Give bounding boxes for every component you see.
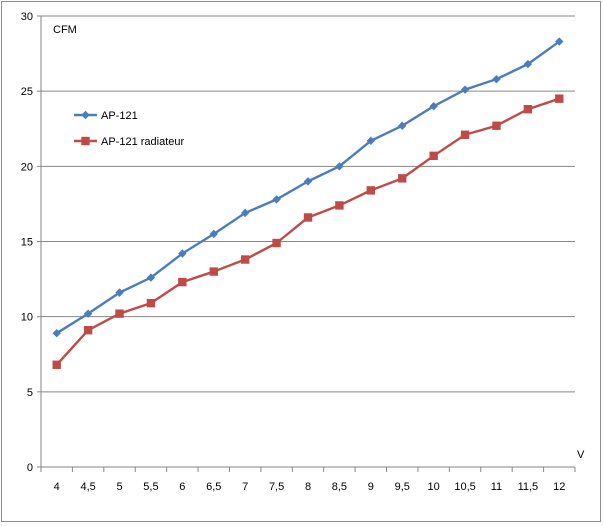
legend-marker [81, 136, 90, 146]
data-point [555, 94, 564, 103]
y-tick-label: 15 [21, 237, 33, 249]
y-tick-label: 0 [27, 462, 33, 474]
data-point [366, 136, 376, 145]
x-tick-label: 10,5 [454, 481, 475, 493]
gridlines [37, 15, 575, 468]
line-chart: 0 5 10 15 20 25 30 4 4,5 5 5,5 6 6,5 7 7,5 8 8,5 9 9,5 10 10… [21, 11, 585, 493]
x-tick-label: 11,5 [518, 481, 539, 493]
x-tick-label: 6 [179, 481, 185, 493]
y-tick-label: 30 [21, 11, 33, 23]
legend: AP-121 AP-121 radiateur [74, 110, 184, 148]
y-tick-label: 5 [27, 387, 33, 399]
series-lines [52, 37, 564, 369]
data-point [178, 249, 187, 258]
y-tick-label: 20 [21, 161, 33, 173]
legend-entry: AP-121 [101, 110, 138, 122]
x-tick-label: 8 [305, 481, 311, 493]
data-point [429, 102, 438, 111]
data-point [555, 37, 564, 46]
series-line-1 [56, 40, 560, 335]
x-tick-label: 9 [368, 481, 374, 493]
data-point [178, 277, 187, 287]
data-point [303, 177, 313, 186]
data-point [492, 121, 501, 130]
data-point [272, 195, 281, 204]
data-point [523, 105, 533, 114]
data-point [209, 267, 218, 276]
data-point [146, 273, 156, 282]
data-point [335, 162, 344, 171]
data-point [335, 201, 344, 210]
data-point [115, 309, 124, 318]
y-axis-label: CFM [53, 24, 77, 36]
data-point [240, 208, 250, 218]
x-tick-label: 5 [116, 481, 122, 493]
data-point [83, 309, 93, 318]
data-point [115, 288, 124, 297]
legend-entry: AP-121 radiateur [101, 136, 184, 148]
x-tick-label: 7 [242, 481, 248, 493]
x-tick-label: 5,5 [143, 481, 158, 493]
data-point [398, 174, 407, 183]
data-point [83, 325, 93, 335]
axes [40, 16, 576, 472]
data-point [303, 213, 313, 222]
x-tick-label: 4,5 [80, 481, 95, 493]
x-tick-label: 9,5 [395, 481, 410, 493]
data-point [523, 59, 533, 69]
data-point [240, 255, 250, 264]
data-point [52, 329, 61, 338]
data-point [52, 360, 61, 369]
x-tick-label: 7,5 [269, 481, 284, 493]
data-point [366, 186, 376, 195]
x-tick-label: 6,5 [206, 481, 221, 493]
x-tick-label: 10 [428, 481, 440, 493]
data-point [492, 74, 501, 84]
data-point [398, 121, 407, 130]
data-point [429, 151, 438, 161]
data-point [460, 130, 470, 139]
legend-marker [81, 110, 90, 120]
x-tick-label: 12 [553, 481, 565, 493]
data-point [460, 85, 470, 94]
data-point [209, 229, 218, 239]
data-point [146, 298, 156, 308]
y-tick-label: 25 [21, 86, 33, 98]
y-tick-label: 10 [21, 312, 33, 324]
x-tick-label: 11 [491, 481, 502, 493]
x-axis-label: V [577, 449, 585, 461]
tick-labels: 0 5 10 15 20 25 30 4 4,5 5 5,5 6 6,5 7 7,5 8 8,5 9 9,5 10 10… [21, 11, 566, 493]
x-tick-label: 8,5 [332, 481, 347, 493]
x-tick-label: 4 [54, 481, 60, 493]
data-point [272, 238, 281, 248]
